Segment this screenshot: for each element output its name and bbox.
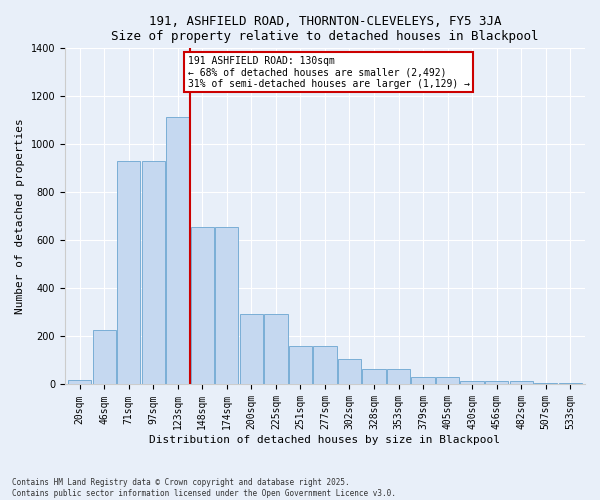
Y-axis label: Number of detached properties: Number of detached properties [15,118,25,314]
Bar [412,378,435,384]
X-axis label: Distribution of detached houses by size in Blackpool: Distribution of detached houses by size … [149,435,500,445]
Bar [460,381,484,384]
Bar [166,117,190,384]
Bar [362,369,386,384]
Bar [68,380,91,384]
Bar [313,346,337,385]
Bar [338,360,361,384]
Text: 191 ASHFIELD ROAD: 130sqm
← 68% of detached houses are smaller (2,492)
31% of se: 191 ASHFIELD ROAD: 130sqm ← 68% of detac… [188,56,470,88]
Bar [239,314,263,384]
Bar [142,161,165,384]
Bar [92,330,116,384]
Bar [509,381,533,384]
Bar [264,314,287,384]
Bar [289,346,312,385]
Bar [117,161,140,384]
Title: 191, ASHFIELD ROAD, THORNTON-CLEVELEYS, FY5 3JA
Size of property relative to det: 191, ASHFIELD ROAD, THORNTON-CLEVELEYS, … [111,15,539,43]
Bar [191,227,214,384]
Bar [215,227,238,384]
Text: Contains HM Land Registry data © Crown copyright and database right 2025.
Contai: Contains HM Land Registry data © Crown c… [12,478,396,498]
Bar [485,381,508,384]
Bar [436,378,459,384]
Bar [387,369,410,384]
